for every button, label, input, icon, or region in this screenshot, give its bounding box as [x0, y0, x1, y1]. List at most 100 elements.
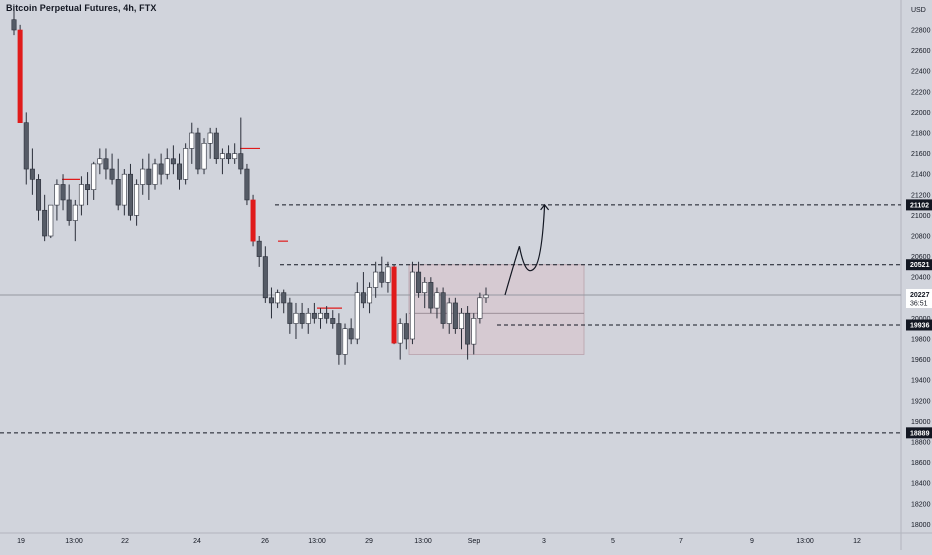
candle: [78, 176, 84, 216]
candle-body-down: [195, 132, 201, 170]
projection-path: [504, 204, 546, 296]
candle: [287, 297, 293, 334]
candle: [268, 287, 274, 319]
candle: [348, 318, 354, 345]
candle: [23, 112, 29, 185]
candle: [42, 194, 48, 242]
candle: [219, 148, 225, 175]
price-tag-21102: [906, 199, 932, 211]
candle: [317, 308, 323, 329]
candle: [311, 302, 317, 324]
candle-body-down: [336, 323, 342, 355]
candle-body-up: [385, 266, 391, 283]
candle-body-up: [97, 158, 103, 165]
candle: [60, 174, 66, 211]
price-tick-label: 18600: [911, 460, 931, 467]
candle: [403, 313, 409, 350]
candle-body-up: [140, 168, 146, 185]
candle-body-up: [317, 312, 323, 319]
price-tick-label: 20600: [911, 254, 931, 261]
time-tick-label: 3: [542, 538, 546, 545]
candle: [195, 127, 201, 175]
candle-body-down: [17, 29, 23, 123]
candle: [207, 127, 213, 159]
price-tick-label: 22000: [911, 110, 931, 117]
candle: [36, 174, 42, 221]
price-tick-label: 20400: [911, 275, 931, 282]
candle-body-down: [170, 158, 176, 165]
price-tick-label: 20000: [911, 316, 931, 323]
candle: [103, 148, 109, 180]
candle-body-down: [311, 312, 317, 319]
price-tick-label: 22200: [911, 89, 931, 96]
projection-drawing[interactable]: [504, 203, 550, 296]
candle-body-down: [268, 297, 274, 304]
price-tick-label: 21800: [911, 131, 931, 138]
candle: [164, 148, 170, 180]
candle-body-up: [305, 312, 311, 324]
time-tick-label: 9: [750, 538, 754, 545]
candle: [434, 287, 440, 319]
candle: [226, 145, 232, 164]
time-tick-label: 12: [853, 538, 861, 545]
candle: [29, 148, 35, 195]
candle: [244, 163, 250, 206]
candle-body-up: [219, 153, 225, 160]
candle-body-up: [72, 204, 78, 221]
time-axis[interactable]: 19 13:00 22 24 26 13:00 29 13:00 Sep 3 5 7 9 13:00 12: [17, 538, 861, 545]
candle: [471, 313, 477, 355]
candle: [483, 287, 489, 303]
candle: [360, 272, 366, 309]
candle: [305, 308, 311, 334]
symbol-title[interactable]: Bitcoin Perpetual Futures, 4h, FTX: [6, 3, 157, 13]
candle: [183, 143, 189, 185]
price-tick-label: 21200: [911, 192, 931, 199]
candle: [66, 184, 72, 226]
candle-body-down: [416, 271, 422, 293]
candle-body-down: [213, 132, 219, 160]
candle-body-up: [446, 302, 452, 324]
candle-body-down: [287, 302, 293, 324]
range-box-layer: [408, 264, 585, 355]
candle: [11, 9, 17, 36]
candle-body-up: [232, 153, 238, 160]
candle-body-down: [324, 312, 330, 319]
candle-body-down: [60, 184, 66, 201]
time-tick-label: 24: [193, 538, 201, 545]
horizontal-levels-layer[interactable]: [0, 204, 901, 434]
candle: [465, 306, 471, 360]
candle: [440, 287, 446, 329]
candle-body-up: [275, 292, 281, 304]
candle: [140, 158, 146, 195]
candle-body-up: [397, 323, 403, 344]
candle-body-up: [134, 184, 140, 216]
candle: [189, 122, 195, 164]
time-tick-label: 5: [611, 538, 615, 545]
candle-body-down: [465, 312, 471, 345]
candle: [293, 302, 299, 339]
candle: [127, 163, 133, 221]
currency-label: USD: [911, 7, 926, 14]
candle-body-up: [367, 287, 373, 304]
price-tag-20521: [906, 259, 932, 271]
price-axis[interactable]: USD 22800 22600 22400 22200 22000 21800 21600 2…: [911, 7, 931, 529]
candle-body-up: [471, 318, 477, 345]
price-tick-label: 22800: [911, 28, 931, 35]
candle: [281, 289, 287, 314]
candle: [146, 153, 152, 200]
candle-body-down: [11, 19, 17, 31]
candle: [72, 199, 78, 242]
candle-body-up: [164, 158, 170, 175]
candle: [262, 246, 268, 303]
candle-body-down: [29, 168, 35, 180]
candle: [452, 297, 458, 334]
candle: [458, 308, 464, 350]
candle-body-down: [299, 312, 305, 324]
candle-body-down: [244, 168, 250, 201]
price-tick-label: 21400: [911, 172, 931, 179]
candle: [109, 153, 115, 185]
candle-body-down: [262, 256, 268, 299]
candle-body-down: [42, 209, 48, 237]
